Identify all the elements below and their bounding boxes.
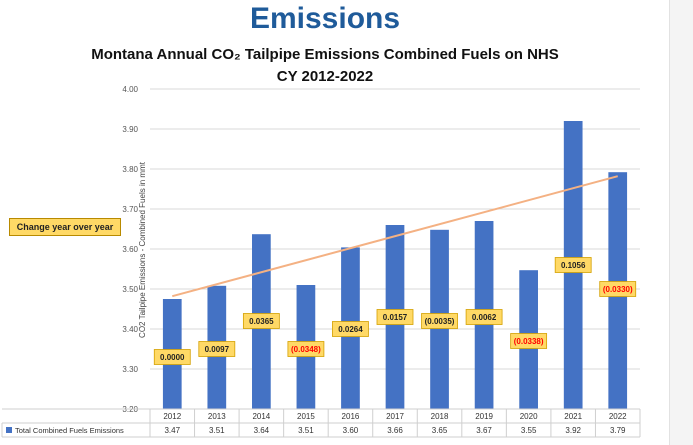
- legend-label: Total Combined Fuels Emissions: [15, 426, 124, 435]
- x-tick-label: 2016: [342, 412, 360, 421]
- x-tick-label: 2013: [208, 412, 226, 421]
- change-label: (0.0338): [514, 337, 544, 346]
- change-label-box: [153, 349, 191, 365]
- change-label-box: [421, 313, 458, 329]
- trend-line: [172, 175, 618, 298]
- change-label-box: [242, 313, 280, 329]
- change-label: 0.0062: [472, 313, 497, 322]
- change-label-box: [287, 341, 325, 357]
- change-label: 0.0000: [160, 353, 185, 362]
- change-label: 0.0365: [249, 317, 274, 326]
- annotation-box: Change year over year: [9, 218, 121, 236]
- y-tick-label: 3.90: [122, 125, 138, 134]
- y-tick-label: 4.00: [122, 85, 138, 94]
- change-label: 0.0097: [205, 345, 230, 354]
- page-title: Emissions: [249, 2, 401, 35]
- x-tick-label: 2022: [609, 412, 627, 421]
- x-tick-label: 2015: [297, 412, 315, 421]
- table-value: 3.60: [343, 426, 359, 435]
- x-tick-label: 2014: [252, 412, 270, 421]
- y-tick-label: 3.50: [122, 285, 138, 294]
- table-value: 3.79: [610, 426, 626, 435]
- x-tick-label: 2019: [475, 412, 493, 421]
- x-tick-label: 2018: [431, 412, 449, 421]
- legend-swatch: [6, 427, 12, 433]
- change-labels: 0.0000 0.0097 0.0365 (0.0348) 0.0264 0.0157 (0…: [153, 257, 637, 365]
- table-value: 3.47: [164, 426, 180, 435]
- table-value: 3.66: [387, 426, 403, 435]
- change-label: (0.0035): [425, 317, 455, 326]
- change-label-box: [510, 333, 548, 349]
- chart-subtitle-years: CY 2012-2022: [276, 68, 374, 85]
- y-tick-label: 3.60: [122, 245, 138, 254]
- y-tick-label: 3.30: [122, 365, 138, 374]
- change-label: (0.0348): [291, 345, 321, 354]
- table-value: 3.55: [521, 426, 537, 435]
- y-tick-label: 3.80: [122, 165, 138, 174]
- y-tick-label: 3.70: [122, 205, 138, 214]
- change-label-box: [554, 257, 592, 273]
- y-axis-label: CO2 Tailpipe Emissions - Combined Fuels …: [138, 161, 147, 338]
- table-value: 3.51: [298, 426, 314, 435]
- table-value: 3.92: [565, 426, 581, 435]
- y-axis: 4.003.903.803.703.603.503.403.303.20: [122, 85, 138, 414]
- change-label: 0.0264: [338, 325, 363, 334]
- change-label-box: [198, 341, 236, 357]
- chart-subtitle: Montana Annual CO₂ Tailpipe Emissions Co…: [91, 46, 559, 63]
- x-tick-label: 2021: [564, 412, 582, 421]
- change-label: (0.0330): [603, 285, 633, 294]
- change-label-box: [465, 309, 503, 325]
- change-label-box: [332, 321, 369, 337]
- change-label: 0.0157: [383, 313, 408, 322]
- change-label-box: [599, 281, 637, 297]
- x-tick-label: 2020: [520, 412, 538, 421]
- change-label: 0.1056: [561, 261, 586, 270]
- side-panel: [669, 0, 693, 445]
- y-tick-label: 3.40: [122, 325, 138, 334]
- data-table: 2012 2013 2014 2015 2016 2017 2018 2019 2020 2021…: [1, 408, 641, 438]
- table-value: 3.65: [432, 426, 448, 435]
- table-value: 3.51: [209, 426, 225, 435]
- x-tick-label: 2017: [386, 412, 404, 421]
- table-value: 3.67: [476, 426, 492, 435]
- change-label-box: [376, 309, 414, 325]
- x-tick-label: 2012: [163, 412, 181, 421]
- table-value: 3.64: [254, 426, 270, 435]
